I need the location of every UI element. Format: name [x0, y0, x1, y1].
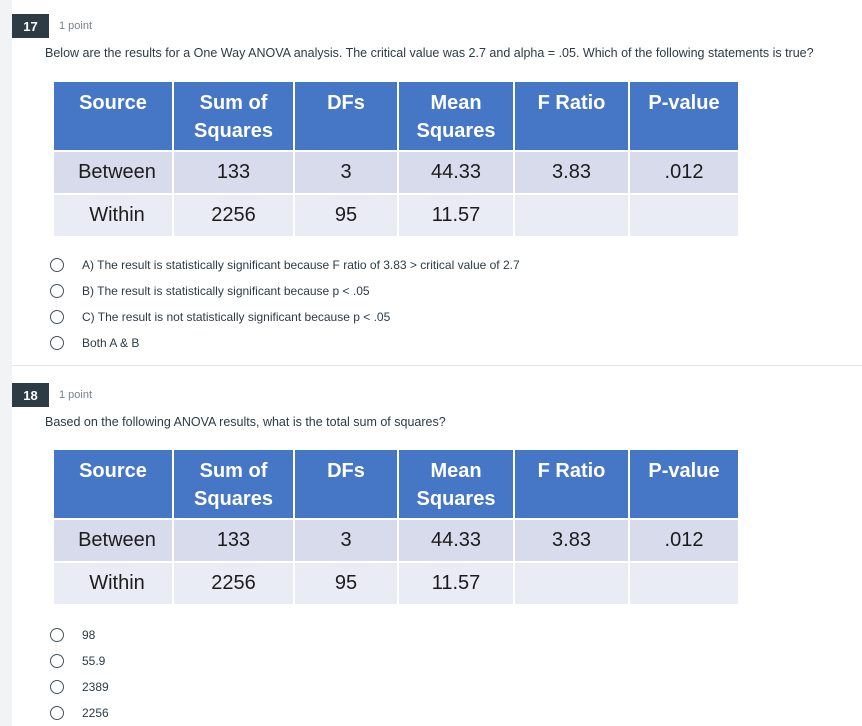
radio-button-icon[interactable]	[50, 706, 64, 720]
table-header-cell: Sum of Squares	[172, 448, 295, 520]
table-cell: Between	[52, 518, 174, 563]
table-cell: 11.57	[397, 561, 515, 606]
table-cell: 2256	[172, 193, 295, 238]
table-cell: 95	[293, 561, 399, 606]
table-cell: 44.33	[397, 518, 515, 563]
table-header-cell: Mean Squares	[397, 80, 515, 152]
radio-button-icon[interactable]	[50, 258, 64, 272]
table-cell: 11.57	[397, 193, 515, 238]
table-cell: 2256	[172, 561, 295, 606]
answer-options-q17: A) The result is statistically significa…	[50, 252, 862, 356]
answer-option-55-9[interactable]: 55.9	[50, 648, 862, 674]
table-header-cell: DFs	[293, 80, 399, 152]
table-cell	[513, 561, 630, 606]
anova-results-table: Source Sum of Squares DFs Mean Squares F…	[52, 80, 740, 238]
table-header-cell: DFs	[293, 448, 399, 520]
radio-button-icon[interactable]	[50, 284, 64, 298]
table-cell	[628, 193, 740, 238]
table-cell: 3	[293, 150, 399, 195]
table-cell: Within	[52, 561, 174, 606]
table-row-between: Between 133 3 44.33 3.83 .012	[52, 518, 740, 563]
answer-option-a[interactable]: A) The result is statistically significa…	[50, 252, 862, 278]
question-prompt: Below are the results for a One Way ANOV…	[45, 46, 814, 60]
radio-button-icon[interactable]	[50, 336, 64, 350]
table-row-within: Within 2256 95 11.57	[52, 561, 740, 606]
table-row-between: Between 133 3 44.33 3.83 .012	[52, 150, 740, 195]
answer-option-label: 55.9	[82, 654, 106, 668]
table-cell: 95	[293, 193, 399, 238]
table-header-cell: F Ratio	[513, 80, 630, 152]
table-header-cell: Source	[52, 80, 174, 152]
answer-option-2256[interactable]: 2256	[50, 700, 862, 726]
table-header-cell: Source	[52, 448, 174, 520]
question-points-label: 1 point	[59, 389, 93, 401]
question-points-label: 1 point	[59, 20, 93, 32]
answer-option-c[interactable]: C) The result is not statistically signi…	[50, 304, 862, 330]
radio-button-icon[interactable]	[50, 310, 64, 324]
table-cell: 44.33	[397, 150, 515, 195]
table-cell: 3.83	[513, 150, 630, 195]
table-cell: Within	[52, 193, 174, 238]
answer-option-label: 98	[82, 628, 96, 642]
table-header-cell: Mean Squares	[397, 448, 515, 520]
answer-option-2389[interactable]: 2389	[50, 674, 862, 700]
question-17: 17 1 point Below are the results for a O…	[12, 14, 862, 356]
answer-option-label: C) The result is not statistically signi…	[82, 310, 391, 324]
radio-button-icon[interactable]	[50, 680, 64, 694]
question-number-badge: 17	[12, 14, 49, 38]
radio-button-icon[interactable]	[50, 654, 64, 668]
answer-option-label: 2389	[82, 680, 109, 694]
answer-option-label: B) The result is statistically significa…	[82, 284, 370, 298]
question-prompt: Based on the following ANOVA results, wh…	[45, 415, 446, 429]
table-header-cell: Sum of Squares	[172, 80, 295, 152]
question-number-badge: 18	[12, 383, 49, 407]
table-cell: .012	[628, 150, 740, 195]
answer-option-label: Both A & B	[82, 336, 140, 350]
question-divider	[12, 365, 862, 366]
answer-options-q18: 98 55.9 2389 2256	[50, 622, 862, 726]
table-cell: Between	[52, 150, 174, 195]
table-row-within: Within 2256 95 11.57	[52, 193, 740, 238]
quiz-content: 17 1 point Below are the results for a O…	[12, 0, 862, 726]
table-header-cell: P-value	[628, 448, 740, 520]
table-cell: 3.83	[513, 518, 630, 563]
table-header-row: Source Sum of Squares DFs Mean Squares F…	[52, 448, 740, 520]
table-cell: 133	[172, 150, 295, 195]
table-header-cell: F Ratio	[513, 448, 630, 520]
table-cell: 133	[172, 518, 295, 563]
answer-option-both-a-b[interactable]: Both A & B	[50, 330, 862, 356]
answer-option-b[interactable]: B) The result is statistically significa…	[50, 278, 862, 304]
left-gutter	[0, 0, 12, 726]
table-cell	[628, 561, 740, 606]
table-cell: .012	[628, 518, 740, 563]
answer-option-label: A) The result is statistically significa…	[82, 258, 520, 272]
table-cell: 3	[293, 518, 399, 563]
question-18-header: 18 1 point	[12, 383, 862, 407]
table-cell	[513, 193, 630, 238]
question-18: 18 1 point Based on the following ANOVA …	[12, 383, 862, 726]
question-17-header: 17 1 point	[12, 14, 862, 38]
table-header-row: Source Sum of Squares DFs Mean Squares F…	[52, 80, 740, 152]
answer-option-98[interactable]: 98	[50, 622, 862, 648]
radio-button-icon[interactable]	[50, 628, 64, 642]
table-header-cell: P-value	[628, 80, 740, 152]
anova-results-table: Source Sum of Squares DFs Mean Squares F…	[52, 448, 740, 606]
answer-option-label: 2256	[82, 706, 109, 720]
